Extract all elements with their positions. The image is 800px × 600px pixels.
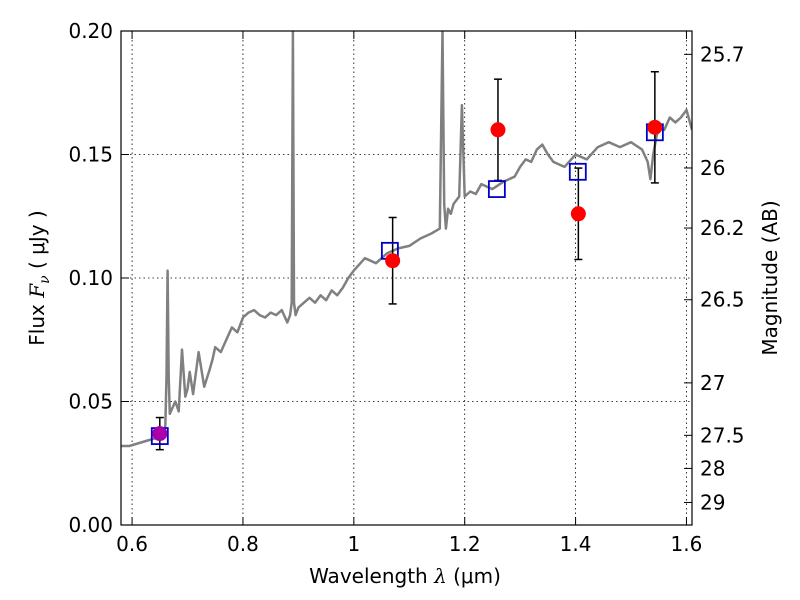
y-tick-labels: 0.00 0.05 0.10 0.15 0.20 bbox=[68, 19, 113, 537]
y-axis-label-symbol: F bbox=[25, 283, 49, 299]
x-tick-label: 0.6 bbox=[116, 532, 148, 556]
model-photometry-squares bbox=[150, 123, 664, 445]
x-tick-label: 0.8 bbox=[227, 532, 259, 556]
y-tick-label: 0.20 bbox=[68, 19, 113, 43]
y2-tick-labels: 25.7 26 26.2 26.5 27 27.5 28 29 bbox=[700, 42, 745, 514]
y-tick-label: 0.15 bbox=[68, 143, 113, 167]
data-point-circle bbox=[647, 119, 663, 135]
data-point-circle bbox=[385, 253, 401, 269]
y2-tick-label: 27.5 bbox=[700, 423, 745, 447]
y-axis-label-unit: ( μJy ) bbox=[25, 210, 49, 269]
axis-ticks bbox=[121, 30, 692, 526]
y2-tick-label: 25.7 bbox=[700, 42, 745, 66]
y-tick-label: 0.00 bbox=[68, 513, 113, 537]
x-tick-label: 1.4 bbox=[560, 532, 592, 556]
x-tick-label: 1.6 bbox=[671, 532, 703, 556]
y2-tick-label: 28 bbox=[700, 456, 725, 480]
x-axis-label-symbol: λ bbox=[433, 564, 447, 588]
y-axis-label: Flux Fν ( μJy ) bbox=[25, 210, 54, 345]
x-tick-label: 1 bbox=[347, 532, 360, 556]
error-bars bbox=[155, 71, 659, 451]
x-tick-labels: 0.6 0.8 1 1.2 1.4 1.6 bbox=[116, 532, 702, 556]
spectrum-line bbox=[121, 31, 692, 448]
y2-tick-label: 29 bbox=[700, 490, 725, 514]
x-tick-label: 1.2 bbox=[449, 532, 481, 556]
y-axis-label-text: Flux bbox=[25, 304, 49, 346]
y2-tick-label: 27 bbox=[700, 371, 725, 395]
spectrum-series bbox=[121, 31, 692, 448]
x-axis-label-text: Wavelength bbox=[309, 564, 428, 588]
y-tick-label: 0.10 bbox=[68, 266, 113, 290]
y-axis-label-subscript: ν bbox=[37, 275, 53, 284]
data-point-square bbox=[487, 180, 506, 198]
y2-tick-label: 26.2 bbox=[700, 216, 745, 240]
data-point-circle bbox=[152, 426, 168, 442]
data-point-circle bbox=[490, 122, 506, 138]
grid-lines bbox=[121, 31, 692, 525]
x-axis-label: Wavelength λ (μm) bbox=[309, 564, 501, 588]
data-point-square bbox=[568, 162, 587, 181]
y-tick-label: 0.05 bbox=[68, 390, 113, 414]
y2-axis-label: Magnitude (AB) bbox=[758, 200, 782, 355]
x-axis-label-unit: (μm) bbox=[453, 564, 501, 588]
y2-tick-label: 26.5 bbox=[700, 288, 745, 312]
data-point-circle bbox=[570, 206, 586, 222]
y2-tick-label: 26 bbox=[700, 156, 725, 180]
observed-photometry-points bbox=[152, 119, 663, 442]
